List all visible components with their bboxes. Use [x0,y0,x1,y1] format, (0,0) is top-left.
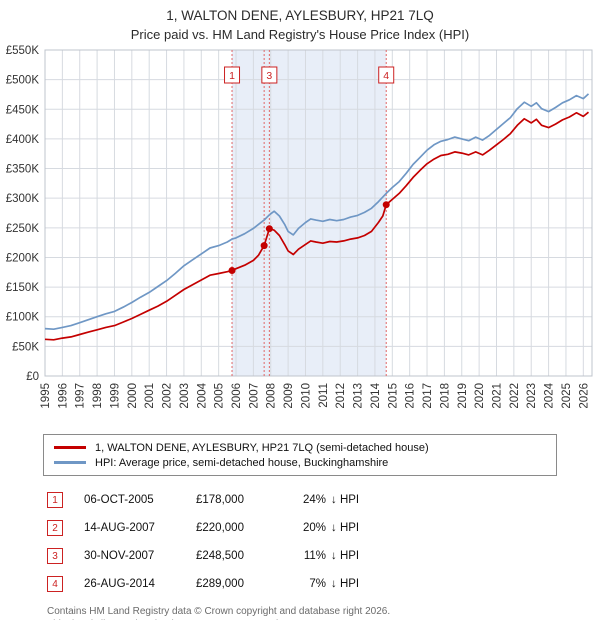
y-axis-tick-label: £50K [12,341,39,353]
y-axis-tick-label: £0 [26,371,39,383]
y-axis-tick-label: £150K [6,282,40,294]
x-axis-tick-label: 2015 [387,383,399,409]
y-axis-tick-label: £550K [6,45,40,57]
transaction-date: 30-NOV-2007 [84,550,155,563]
y-axis-tick-label: £100K [6,312,40,324]
x-axis-tick-label: 1999 [109,383,121,409]
x-axis-tick-label: 1995 [40,383,52,409]
transaction-label-box [261,66,278,84]
x-axis-tick-label: 2008 [266,383,278,409]
footer-line-1: Contains HM Land Registry data © Crown c… [47,606,391,618]
legend-item-hpi: HPI: Average price, semi-detached house,… [54,455,546,470]
transaction-price: £178,000 [196,494,244,507]
hpi-line [44,93,590,331]
x-axis-tick-label: 2009 [283,383,295,409]
x-axis-tick-label: 2019 [457,383,469,409]
x-axis-tick-label: 2000 [127,383,139,409]
transaction-number-badge: 3 [47,548,63,565]
sale-point [265,225,273,233]
y-axis-tick-label: £250K [6,223,40,235]
transaction-hpi-delta: 20% [302,522,326,535]
transaction-label-number: 4 [383,70,389,82]
x-axis-tick-label: 2024 [544,382,556,408]
transaction-number-badge: 1 [47,492,63,509]
transaction-price: £289,000 [196,578,244,591]
y-axis-tick-label: £400K [6,134,40,146]
property-line [44,111,590,341]
x-axis-tick-label: 1998 [92,383,104,409]
x-axis-tick-label: 2007 [248,383,260,409]
x-axis-tick-label: 2013 [353,383,365,409]
y-axis-tick-label: £200K [6,253,40,265]
x-axis-tick-label: 2020 [474,383,486,409]
transaction-number-badge: 2 [47,520,63,537]
property-line-swatch [54,446,86,450]
transactions-table: 1 06-OCT-2005 £178,000 24% ↓ HPI 2 14-AU… [47,486,600,598]
x-axis-tick-label: 2016 [405,383,417,409]
transaction-label-number: 3 [266,70,272,82]
transaction-row-4: 4 26-AUG-2014 £289,000 7% ↓ HPI [47,570,600,598]
transaction-price: £248,500 [196,550,244,563]
transaction-date: 14-AUG-2007 [84,522,155,535]
x-axis-tick-label: 2006 [231,383,243,409]
page-title: 1, WALTON DENE, AYLESBURY, HP21 7LQ [166,8,434,23]
transaction-date: 06-OCT-2005 [84,494,154,507]
plot-border [44,49,593,377]
x-axis-tick-label: 2010 [300,383,312,409]
transaction-hpi-delta-label: ↓ HPI [331,550,360,563]
page-subtitle: Price paid vs. HM Land Registry's House … [130,26,470,42]
transaction-hpi-delta-label: ↓ HPI [331,494,360,507]
x-axis-tick-label: 2005 [214,383,226,409]
transaction-number-badge: 4 [47,576,63,593]
transaction-hpi-delta: 24% [302,494,326,507]
footer-line-2: This data is licensed under the Open Gov… [47,619,600,620]
x-axis-tick-label: 2021 [491,383,503,409]
x-axis-tick-label: 2012 [335,383,347,409]
transaction-hpi-delta-label: ↓ HPI [331,522,360,535]
y-axis-tick-label: £500K [6,75,40,87]
x-axis-tick-label: 2001 [144,383,156,409]
license-footer: Contains HM Land Registry data © Crown c… [47,606,600,620]
hpi-line-swatch [54,461,86,465]
x-axis-tick-label: 2022 [509,383,521,409]
legend-label-hpi: HPI: Average price, semi-detached house,… [95,456,389,469]
transaction-label-box [224,66,241,84]
y-axis-tick-label: £350K [6,164,40,176]
x-axis-tick-label: 1997 [75,383,87,409]
x-axis-tick-label: 2004 [196,382,208,408]
ownership-period-shading [232,50,387,377]
y-axis-tick-label: £450K [6,104,40,116]
x-axis-tick-label: 2023 [526,383,538,409]
transaction-hpi-delta: 7% [309,578,326,591]
x-axis-tick-label: 2002 [162,383,174,409]
x-axis-tick-label: 2014 [370,382,382,408]
transaction-hpi-delta-label: ↓ HPI [331,578,360,591]
transaction-label-number: 1 [229,70,235,82]
transaction-row-2: 2 14-AUG-2007 £220,000 20% ↓ HPI [47,514,600,542]
x-axis-tick-label: 2003 [179,383,191,409]
x-axis-tick-label: 2025 [561,383,573,409]
transaction-row-1: 1 06-OCT-2005 £178,000 24% ↓ HPI [47,486,600,514]
legend-label-property: 1, WALTON DENE, AYLESBURY, HP21 7LQ (sem… [95,441,429,454]
legend-item-property: 1, WALTON DENE, AYLESBURY, HP21 7LQ (sem… [54,440,546,455]
transaction-price: £220,000 [196,522,244,535]
transaction-label-box [378,66,395,84]
transaction-row-3: 3 30-NOV-2007 £248,500 11% ↓ HPI [47,542,600,570]
x-axis-tick-label: 1996 [57,383,69,409]
y-axis-tick-label: £300K [6,193,40,205]
chart-titles: 1, WALTON DENE, AYLESBURY, HP21 7LQ Pric… [0,0,600,44]
transaction-date: 26-AUG-2014 [84,578,155,591]
transaction-hpi-delta: 11% [303,550,326,563]
chart-legend: 1, WALTON DENE, AYLESBURY, HP21 7LQ (sem… [43,434,557,477]
price-history-chart: £0 £50K £100K £150K £200K £250K £300K £350K £400… [6,45,593,409]
x-axis-tick-label: 2018 [439,383,451,409]
x-axis-tick-label: 2026 [578,383,590,409]
sale-point [260,242,268,250]
sale-point [382,201,390,209]
sale-point [228,267,236,275]
x-axis-tick-label: 2011 [318,383,330,408]
x-axis-tick-label: 2017 [422,383,434,409]
